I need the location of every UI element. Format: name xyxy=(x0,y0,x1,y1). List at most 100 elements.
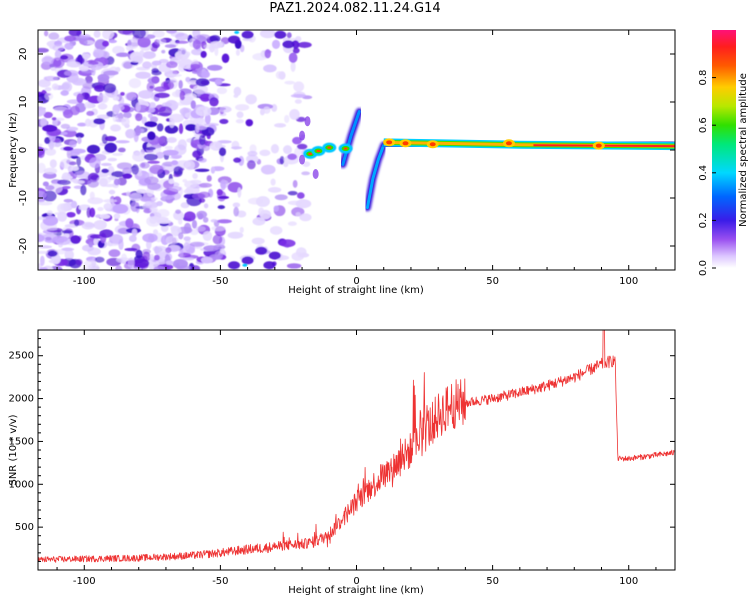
noise-blob xyxy=(156,208,170,218)
noise-blob xyxy=(189,241,205,247)
noise-blob xyxy=(292,47,300,54)
noise-blob xyxy=(66,159,71,164)
noise-blob xyxy=(49,159,57,169)
noise-blob xyxy=(164,44,177,48)
noise-blob xyxy=(42,124,58,132)
heatmap-noise-region xyxy=(38,30,313,270)
noise-blob xyxy=(66,61,81,68)
noise-blob xyxy=(44,137,51,145)
noise-blob xyxy=(286,263,302,269)
noise-blob xyxy=(88,241,94,248)
noise-blob xyxy=(200,50,207,58)
top-y-tick-label: 20 xyxy=(18,48,29,61)
noise-blob xyxy=(156,38,167,45)
noise-blob xyxy=(169,113,184,123)
noise-blob xyxy=(299,213,312,222)
noise-blob xyxy=(87,179,99,188)
noise-blob xyxy=(113,213,121,220)
noise-blob xyxy=(150,197,158,201)
noise-blob xyxy=(133,258,150,269)
noise-blob xyxy=(194,168,210,172)
noise-blob xyxy=(274,123,287,128)
noise-blob xyxy=(259,149,271,157)
noise-blob xyxy=(126,191,131,197)
bottom-x-tick-label: 50 xyxy=(486,576,499,587)
page-title: PAZ1.2024.082.11.24.G14 xyxy=(269,1,441,16)
top-x-axis: -100 -50 0 50 100 xyxy=(56,30,657,287)
noise-blob xyxy=(141,116,147,125)
noise-blob xyxy=(38,250,49,254)
noise-blob xyxy=(93,118,106,125)
noise-blob xyxy=(76,93,84,104)
noise-blob xyxy=(304,116,311,127)
noise-blob xyxy=(177,217,183,225)
noise-blob xyxy=(82,82,96,90)
noise-blob xyxy=(130,201,140,212)
noise-blob xyxy=(251,237,265,245)
noise-blob xyxy=(200,256,213,264)
noise-blob xyxy=(57,211,68,222)
noise-blob xyxy=(112,96,120,101)
noise-blob xyxy=(190,265,201,270)
noise-blob xyxy=(260,164,276,175)
top-y-tick-label: 10 xyxy=(18,96,29,109)
noise-blob xyxy=(39,255,45,267)
noise-blob xyxy=(291,252,305,261)
noise-blob xyxy=(192,39,202,50)
noise-blob xyxy=(218,147,227,157)
noise-blob xyxy=(287,190,298,196)
noise-blob xyxy=(177,47,187,55)
noise-blob xyxy=(112,203,129,214)
noise-blob xyxy=(192,173,198,179)
noise-blob xyxy=(112,152,124,157)
noise-blob xyxy=(195,106,212,117)
noise-blob xyxy=(191,219,198,229)
noise-blob xyxy=(165,260,174,265)
noise-blob xyxy=(85,75,93,84)
noise-blob xyxy=(262,106,271,114)
noise-blob xyxy=(197,191,211,199)
noise-blob xyxy=(44,87,52,92)
carrier-hotspot xyxy=(402,141,409,146)
noise-blob xyxy=(68,161,77,166)
noise-blob xyxy=(51,57,65,69)
noise-blob xyxy=(51,83,59,91)
noise-blob xyxy=(138,89,154,99)
noise-blob xyxy=(53,106,68,112)
noise-blob xyxy=(144,146,156,151)
noise-blob xyxy=(227,231,244,239)
bottom-y-tick-label: 1000 xyxy=(9,479,34,490)
noise-blob xyxy=(283,145,293,155)
noise-blob xyxy=(131,228,138,237)
bottom-y-tick-label: 500 xyxy=(15,522,34,533)
noise-blob xyxy=(263,64,277,73)
noise-blob xyxy=(77,136,82,145)
noise-blob xyxy=(108,249,121,258)
noise-blob xyxy=(149,253,155,262)
noise-blob xyxy=(234,30,240,34)
noise-blob xyxy=(41,56,54,65)
noise-blob xyxy=(204,122,219,127)
noise-blob xyxy=(64,35,77,42)
noise-blob xyxy=(209,141,223,151)
top-y-axis: -20 -10 0 10 20 xyxy=(18,48,675,254)
noise-blob xyxy=(252,217,266,226)
noise-blob xyxy=(83,40,88,45)
noise-blob xyxy=(299,130,306,141)
noise-blob xyxy=(64,42,74,50)
noise-blob xyxy=(86,110,95,116)
noise-blob xyxy=(122,173,133,179)
noise-blob xyxy=(86,207,92,218)
noise-blob xyxy=(112,111,118,123)
noise-blob xyxy=(204,113,211,125)
noise-blob xyxy=(190,100,196,109)
noise-blob xyxy=(144,121,158,128)
carrier-blob xyxy=(343,147,348,150)
noise-blob xyxy=(57,203,69,214)
noise-blob xyxy=(90,174,99,181)
noise-blob xyxy=(214,78,223,86)
bottom-x-tick-label: -50 xyxy=(212,576,228,587)
noise-blob xyxy=(103,199,117,203)
colorbar: 0.0 0.2 0.4 0.6 0.8 Normalized spectral ampl… xyxy=(698,30,749,276)
